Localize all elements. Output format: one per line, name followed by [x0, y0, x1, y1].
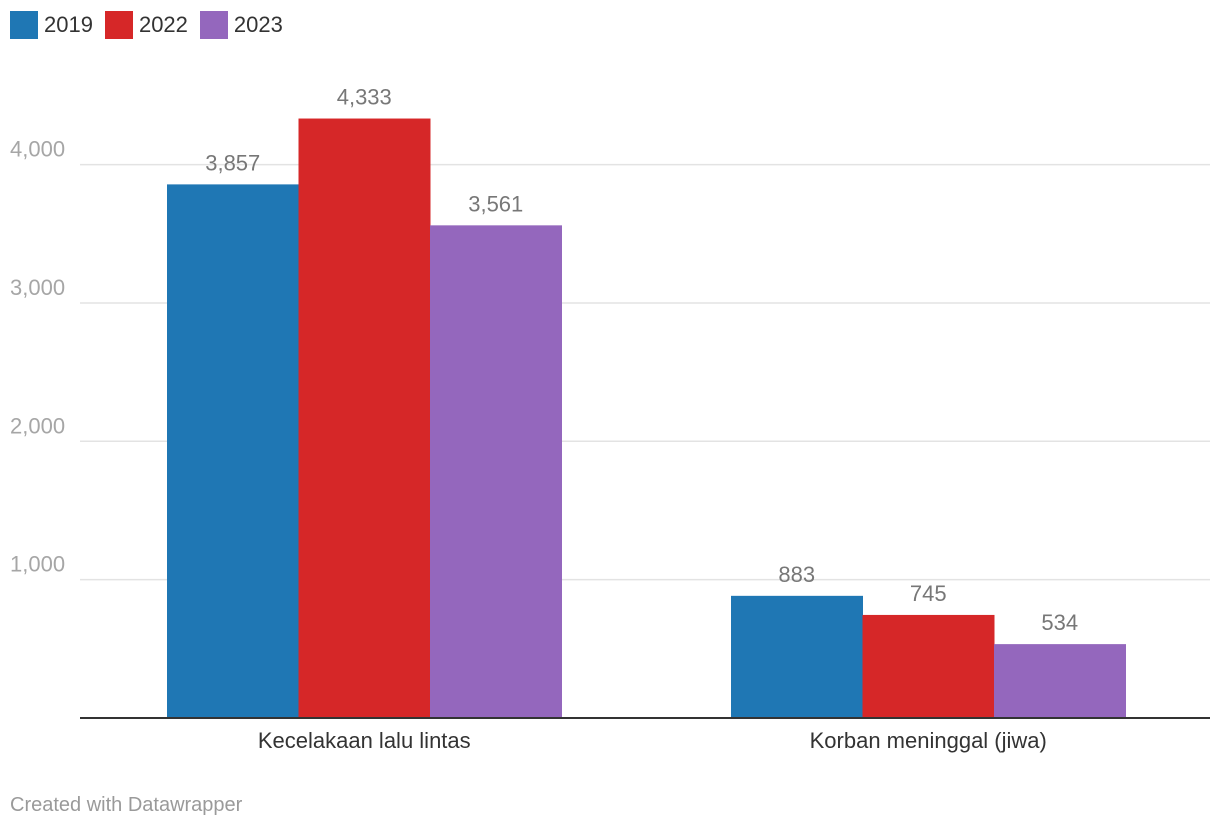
- y-tick-label: 1,000: [10, 552, 65, 577]
- data-label: 745: [910, 581, 947, 606]
- x-tick-label: Kecelakaan lalu lintas: [258, 728, 471, 753]
- bar-2023: [430, 225, 562, 719]
- data-label: 883: [778, 562, 815, 587]
- legend-swatch-2022: [104, 11, 133, 39]
- bar-2022: [862, 614, 995, 718]
- x-tick-label: Korban meninggal (jiwa): [810, 728, 1047, 753]
- legend-swatch-2019: [10, 11, 38, 39]
- data-label: 534: [1041, 610, 1078, 635]
- legend-label-2019: 2019: [44, 12, 93, 37]
- legend-swatch-2023: [199, 11, 228, 39]
- legend-item-2023: 2023: [199, 11, 283, 39]
- bar-2023: [994, 644, 1126, 718]
- y-tick-label: 3,000: [10, 275, 65, 300]
- y-tick-label: 4,000: [10, 137, 65, 162]
- legend-item-2019: 2019: [10, 11, 93, 39]
- data-label: 3,857: [205, 150, 260, 175]
- bar-2019: [167, 184, 299, 719]
- bar-2022: [298, 118, 431, 719]
- legend-label-2022: 2022: [138, 12, 188, 37]
- data-label: 3,561: [468, 191, 523, 216]
- data-label: 4,333: [337, 85, 392, 110]
- legend-item-2022: 2022: [104, 11, 188, 39]
- footer-credit: Created with Datawrapper: [10, 794, 243, 816]
- chart-legend: 2019 2022 2023: [10, 10, 295, 40]
- legend-label-2023: 2023: [233, 12, 283, 37]
- bar-2019: [731, 595, 863, 718]
- y-tick-label: 2,000: [10, 413, 65, 438]
